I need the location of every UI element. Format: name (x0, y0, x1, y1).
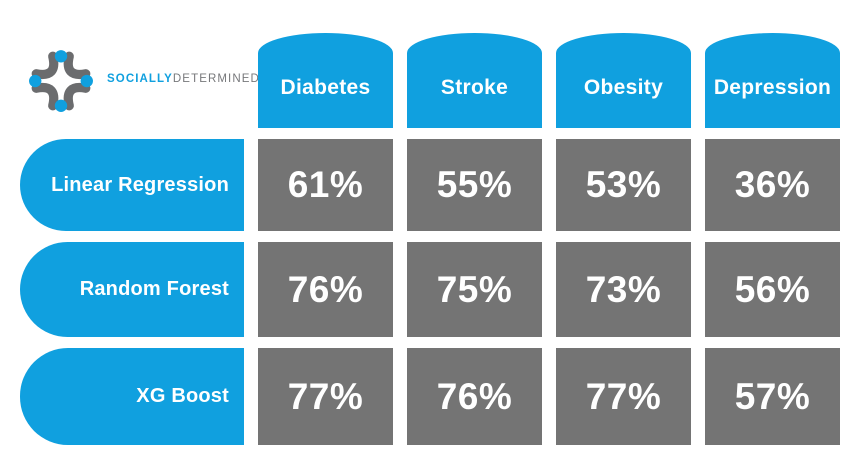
table-grid: SOCIALLYDETERMINED Diabetes Stroke Obesi… (0, 33, 840, 445)
socially-determined-logo-icon (29, 49, 93, 112)
cell-value: 61% (287, 164, 364, 205)
cell-value: 75% (436, 268, 513, 310)
wordmark-determined: DETERMINED (172, 72, 260, 85)
cell-xg-boost-diabetes: 77% (258, 348, 393, 445)
cell-value: 36% (734, 164, 811, 205)
brand-wordmark: SOCIALLYDETERMINED (107, 72, 260, 88)
column-header-label: Obesity (583, 75, 664, 99)
cell-value: 76% (287, 268, 364, 310)
column-header-label: Stroke (440, 75, 509, 99)
row-label-text: XG Boost (136, 385, 229, 407)
cell-linear-regression-diabetes: 61% (258, 139, 393, 231)
cell-linear-regression-depression: 36% (705, 139, 840, 231)
row-label-random-forest: Random Forest (20, 242, 244, 337)
column-header-label: Depression (713, 75, 832, 99)
cell-random-forest-depression: 56% (705, 242, 840, 337)
row-label-text: Random Forest (79, 278, 229, 300)
cell-xg-boost-obesity: 77% (556, 348, 691, 445)
brand-block: SOCIALLYDETERMINED (0, 33, 259, 128)
column-header-diabetes: Diabetes (258, 33, 393, 128)
cell-value: 57% (734, 375, 811, 417)
cell-linear-regression-stroke: 55% (407, 139, 542, 231)
column-header-label: Diabetes (280, 75, 371, 99)
cell-xg-boost-depression: 57% (705, 348, 840, 445)
cell-random-forest-stroke: 75% (407, 242, 542, 337)
cell-value: 76% (436, 375, 513, 417)
cell-linear-regression-obesity: 53% (556, 139, 691, 231)
cell-value: 73% (585, 268, 662, 310)
cell-xg-boost-stroke: 76% (407, 348, 542, 445)
cell-random-forest-diabetes: 76% (258, 242, 393, 337)
cell-value: 77% (585, 375, 662, 417)
row-label-text: Linear Regression (51, 173, 229, 196)
column-header-depression: Depression (705, 33, 840, 128)
wordmark-socially: SOCIALLY (107, 72, 173, 85)
cell-random-forest-obesity: 73% (556, 242, 691, 337)
cell-value: 53% (585, 164, 662, 205)
cell-value: 56% (734, 268, 811, 310)
column-header-stroke: Stroke (407, 33, 542, 128)
cell-value: 55% (436, 164, 513, 205)
column-header-obesity: Obesity (556, 33, 691, 128)
row-label-xg-boost: XG Boost (20, 348, 244, 445)
row-label-linear-regression: Linear Regression (20, 139, 244, 231)
cell-value: 77% (287, 375, 364, 417)
